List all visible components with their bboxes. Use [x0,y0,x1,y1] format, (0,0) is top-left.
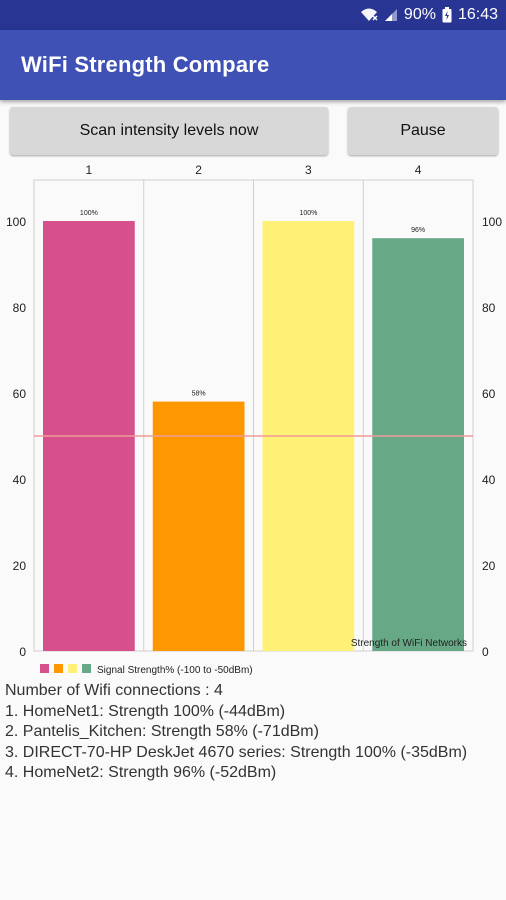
network-line: 1. HomeNet1: Strength 100% (-44dBm) [5,702,286,720]
app-title: WiFi Strength Compare [21,52,270,77]
chart-bar [372,238,464,651]
x-category-label: 1 [86,163,93,177]
network-line: 4. HomeNet2: Strength 96% (-52dBm) [5,764,277,781]
pause-button[interactable]: Pause [348,107,498,155]
wifi-icon [360,7,378,23]
network-line: 2. Pantelis_Kitchen: Strength 58% (-71dB… [5,723,319,740]
y-tick-label-left: 100 [6,215,26,229]
y-tick-label-right: 100 [482,215,502,229]
legend-swatch [68,664,77,673]
y-tick-label-right: 60 [482,387,496,401]
x-category-label: 3 [305,163,312,177]
x-category-label: 4 [415,163,422,177]
x-category-label: 2 [195,163,202,177]
legend-swatch [40,664,49,673]
status-bar: 90% 16:43 [0,0,506,30]
y-tick-label-left: 40 [13,473,27,487]
y-tick-label-left: 80 [13,301,27,315]
strength-chart: 0 0 20 20 40 40 60 60 80 80 100 100 100% 1 58% 2 100% 3 96… [6,163,502,676]
app-bar: WiFi Strength Compare [0,30,506,100]
bar-value-label: 96% [411,227,425,234]
legend-swatch [82,664,91,673]
clock: 16:43 [457,6,498,23]
y-tick-label-right: 80 [482,301,496,315]
bar-value-label: 58% [192,391,206,398]
legend-label: Signal Strength% (-100 to -50dBm) [97,665,253,676]
connection-count: Number of Wifi connections : 4 [5,682,223,699]
y-tick-label-left: 60 [13,387,27,401]
legend-swatch [54,664,63,673]
chart-bar [152,401,245,651]
y-tick-label-right: 0 [482,645,489,659]
battery-icon [442,7,452,23]
y-tick-label-left: 20 [13,559,27,573]
chart-title: Strength of WiFi Networks [351,638,467,649]
bar-value-label: 100% [299,210,317,217]
y-tick-label-right: 40 [482,473,496,487]
scan-button[interactable]: Scan intensity levels now [10,107,328,155]
cell-signal-icon [384,8,398,22]
y-tick-label-left: 0 [19,645,26,659]
network-info: Number of Wifi connections : 4 1. HomeNe… [5,681,505,784]
battery-percent: 90% [403,6,436,23]
bar-value-label: 100% [80,210,98,217]
y-tick-label-right: 20 [482,559,496,573]
network-line: 3. DIRECT-70-HP DeskJet 4670 series: Str… [5,743,468,761]
